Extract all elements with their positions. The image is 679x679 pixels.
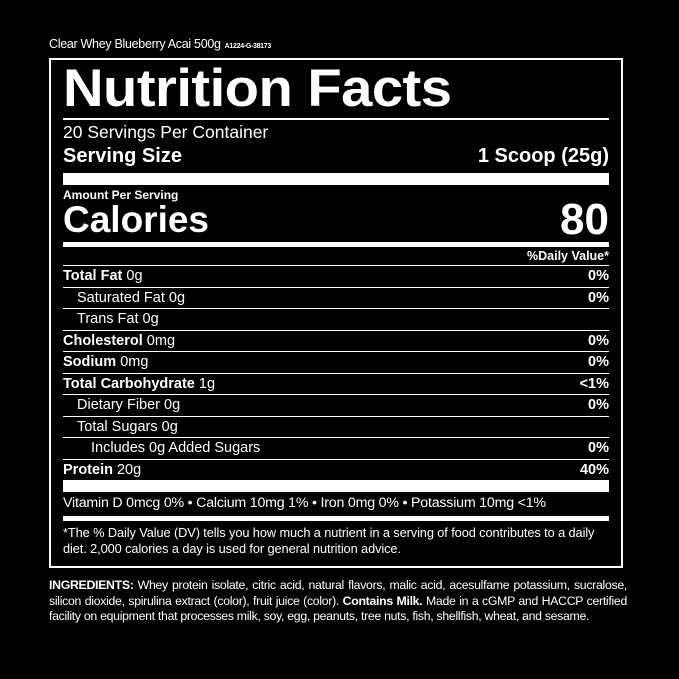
- nutrient-row: Includes 0g Added Sugars 0%: [63, 437, 609, 459]
- calories-row: Calories 80: [63, 195, 609, 244]
- nutrient-row: Total Sugars 0g: [63, 415, 609, 438]
- nutrient-row: Dietary Fiber 0g 0%: [63, 394, 609, 416]
- daily-value-header: %Daily Value*: [527, 249, 609, 263]
- divider-medium: [63, 242, 609, 247]
- serving-size-value: 1 Scoop (25g): [477, 145, 609, 167]
- allergen-statement: Contains Milk.: [342, 593, 423, 608]
- nutrition-facts-panel: Nutrition Facts 20 Servings Per Containe…: [49, 58, 623, 568]
- nutrient-row: Trans Fat 0g: [63, 308, 609, 330]
- servings-per-container: 20 Servings Per Container: [63, 122, 269, 142]
- nutrient-row: Sodium 0mg 0%: [63, 351, 609, 373]
- product-header: Clear Whey Blueberry Acai 500g A1224-G-38…: [49, 37, 271, 51]
- ingredients-label: INGREDIENTS:: [49, 578, 134, 592]
- lot-code: A1224-G-38173: [224, 43, 272, 50]
- nutrient-row: Protein 20g 40%: [63, 458, 609, 481]
- divider-medium: [63, 516, 609, 521]
- serving-size-row: Serving Size 1 Scoop (25g): [63, 143, 609, 169]
- nutrient-row: Total Fat 0g 0%: [63, 265, 609, 287]
- vitamins-minerals: Vitamin D 0mcg 0% • Calcium 10mg 1% • Ir…: [63, 495, 546, 511]
- divider-thick: [63, 480, 609, 492]
- serving-size-label: Serving Size: [63, 145, 182, 167]
- calories-label: Calories: [63, 199, 210, 240]
- calories-value: 80: [560, 195, 609, 244]
- nutrient-row: Saturated Fat 0g 0%: [63, 286, 609, 309]
- divider-thick: [63, 173, 609, 185]
- ingredients: INGREDIENTS: Whey protein isolate, citri…: [49, 578, 627, 623]
- amount-per-serving: Amount Per Serving: [63, 188, 179, 202]
- nutrient-row: Cholesterol 0mg 0%: [63, 329, 609, 352]
- nutrient-row: Total Carbohydrate 1g <1%: [63, 372, 609, 395]
- footnote: *The % Daily Value (DV) tells you how mu…: [63, 525, 595, 556]
- panel-title: Nutrition Facts: [63, 59, 452, 118]
- product-name: Clear Whey Blueberry Acai 500g: [49, 37, 221, 51]
